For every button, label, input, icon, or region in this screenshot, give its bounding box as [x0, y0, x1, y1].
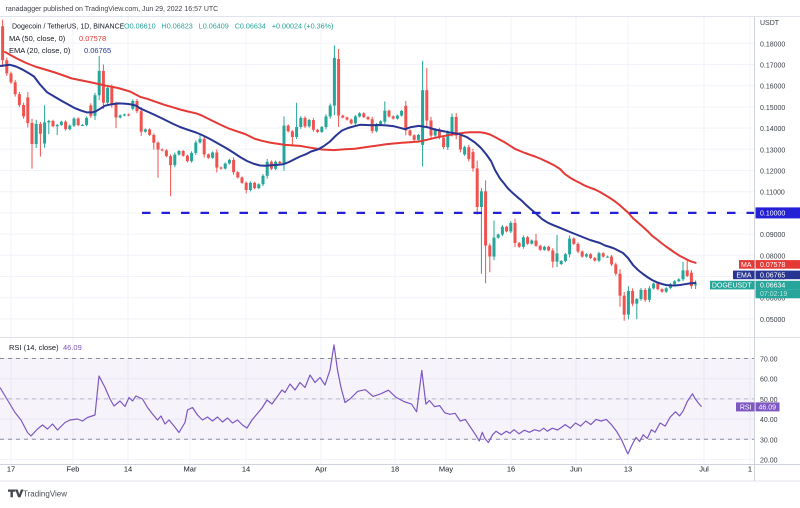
svg-text:1: 1: [748, 465, 752, 474]
svg-text:EMA (20, close, 0): EMA (20, close, 0): [9, 46, 71, 55]
svg-text:16: 16: [507, 465, 515, 474]
svg-text:EMA: EMA: [736, 273, 752, 280]
svg-text:30.00: 30.00: [760, 437, 778, 444]
svg-text:0.05000: 0.05000: [760, 317, 785, 324]
svg-text:46.09: 46.09: [759, 405, 777, 412]
svg-text:0.10000: 0.10000: [760, 211, 785, 218]
svg-text:14: 14: [124, 465, 132, 474]
svg-text:14: 14: [242, 465, 250, 474]
svg-text:40.00: 40.00: [760, 417, 778, 424]
svg-text:0.15000: 0.15000: [760, 105, 785, 112]
svg-text:Jun: Jun: [570, 465, 582, 474]
svg-text:60.00: 60.00: [760, 377, 778, 384]
svg-text:RSI (14, close): RSI (14, close): [9, 343, 59, 352]
svg-text:0.17000: 0.17000: [760, 63, 785, 70]
svg-text:Feb: Feb: [67, 465, 80, 474]
svg-text:0.12000: 0.12000: [760, 169, 785, 176]
svg-text:0.07578: 0.07578: [760, 262, 785, 269]
svg-text:70.00: 70.00: [760, 357, 778, 364]
svg-text:0.06765: 0.06765: [760, 273, 785, 280]
svg-text:20.00: 20.00: [760, 458, 778, 465]
svg-text:0.14000: 0.14000: [760, 126, 785, 133]
svg-text:USDT: USDT: [760, 20, 780, 27]
svg-text:0.06634: 0.06634: [760, 283, 785, 290]
svg-text:0.16000: 0.16000: [760, 84, 785, 91]
svg-text:Dogecoin / TetherUS, 1D, BINAN: Dogecoin / TetherUS, 1D, BINANCE: [12, 24, 125, 31]
svg-text:17: 17: [7, 465, 15, 474]
svg-text:0.07578: 0.07578: [79, 34, 106, 43]
svg-text:0.11000: 0.11000: [760, 190, 785, 197]
svg-text:0.08000: 0.08000: [760, 253, 785, 260]
svg-text:13: 13: [624, 465, 632, 474]
svg-text:O0.06610 H0.06823 L0.06409: O0.06610 H0.06823 L0.06409 C0.06634 +0.0…: [124, 22, 333, 31]
svg-text:0.06765: 0.06765: [84, 46, 111, 55]
svg-text:ranadagger published on Tradin: ranadagger published on TradingView.com,…: [6, 6, 219, 13]
svg-text:0.09000: 0.09000: [760, 232, 785, 239]
svg-text:MA (50, close, 0): MA (50, close, 0): [9, 34, 66, 43]
svg-text:RSI: RSI: [740, 405, 752, 412]
svg-text:18: 18: [391, 465, 399, 474]
svg-text:46.09: 46.09: [63, 343, 82, 352]
svg-text:MA: MA: [741, 262, 752, 269]
svg-text:DOGEUSDT: DOGEUSDT: [712, 283, 752, 290]
svg-text:May: May: [439, 465, 453, 474]
svg-text:Jul: Jul: [699, 465, 709, 474]
svg-text:0.18000: 0.18000: [760, 41, 785, 48]
svg-text:0.13000: 0.13000: [760, 147, 785, 154]
svg-text:Apr: Apr: [315, 465, 327, 474]
svg-text:Mar: Mar: [184, 465, 197, 474]
svg-text:TradingView: TradingView: [23, 490, 67, 499]
svg-text:07:02:19: 07:02:19: [760, 291, 787, 298]
